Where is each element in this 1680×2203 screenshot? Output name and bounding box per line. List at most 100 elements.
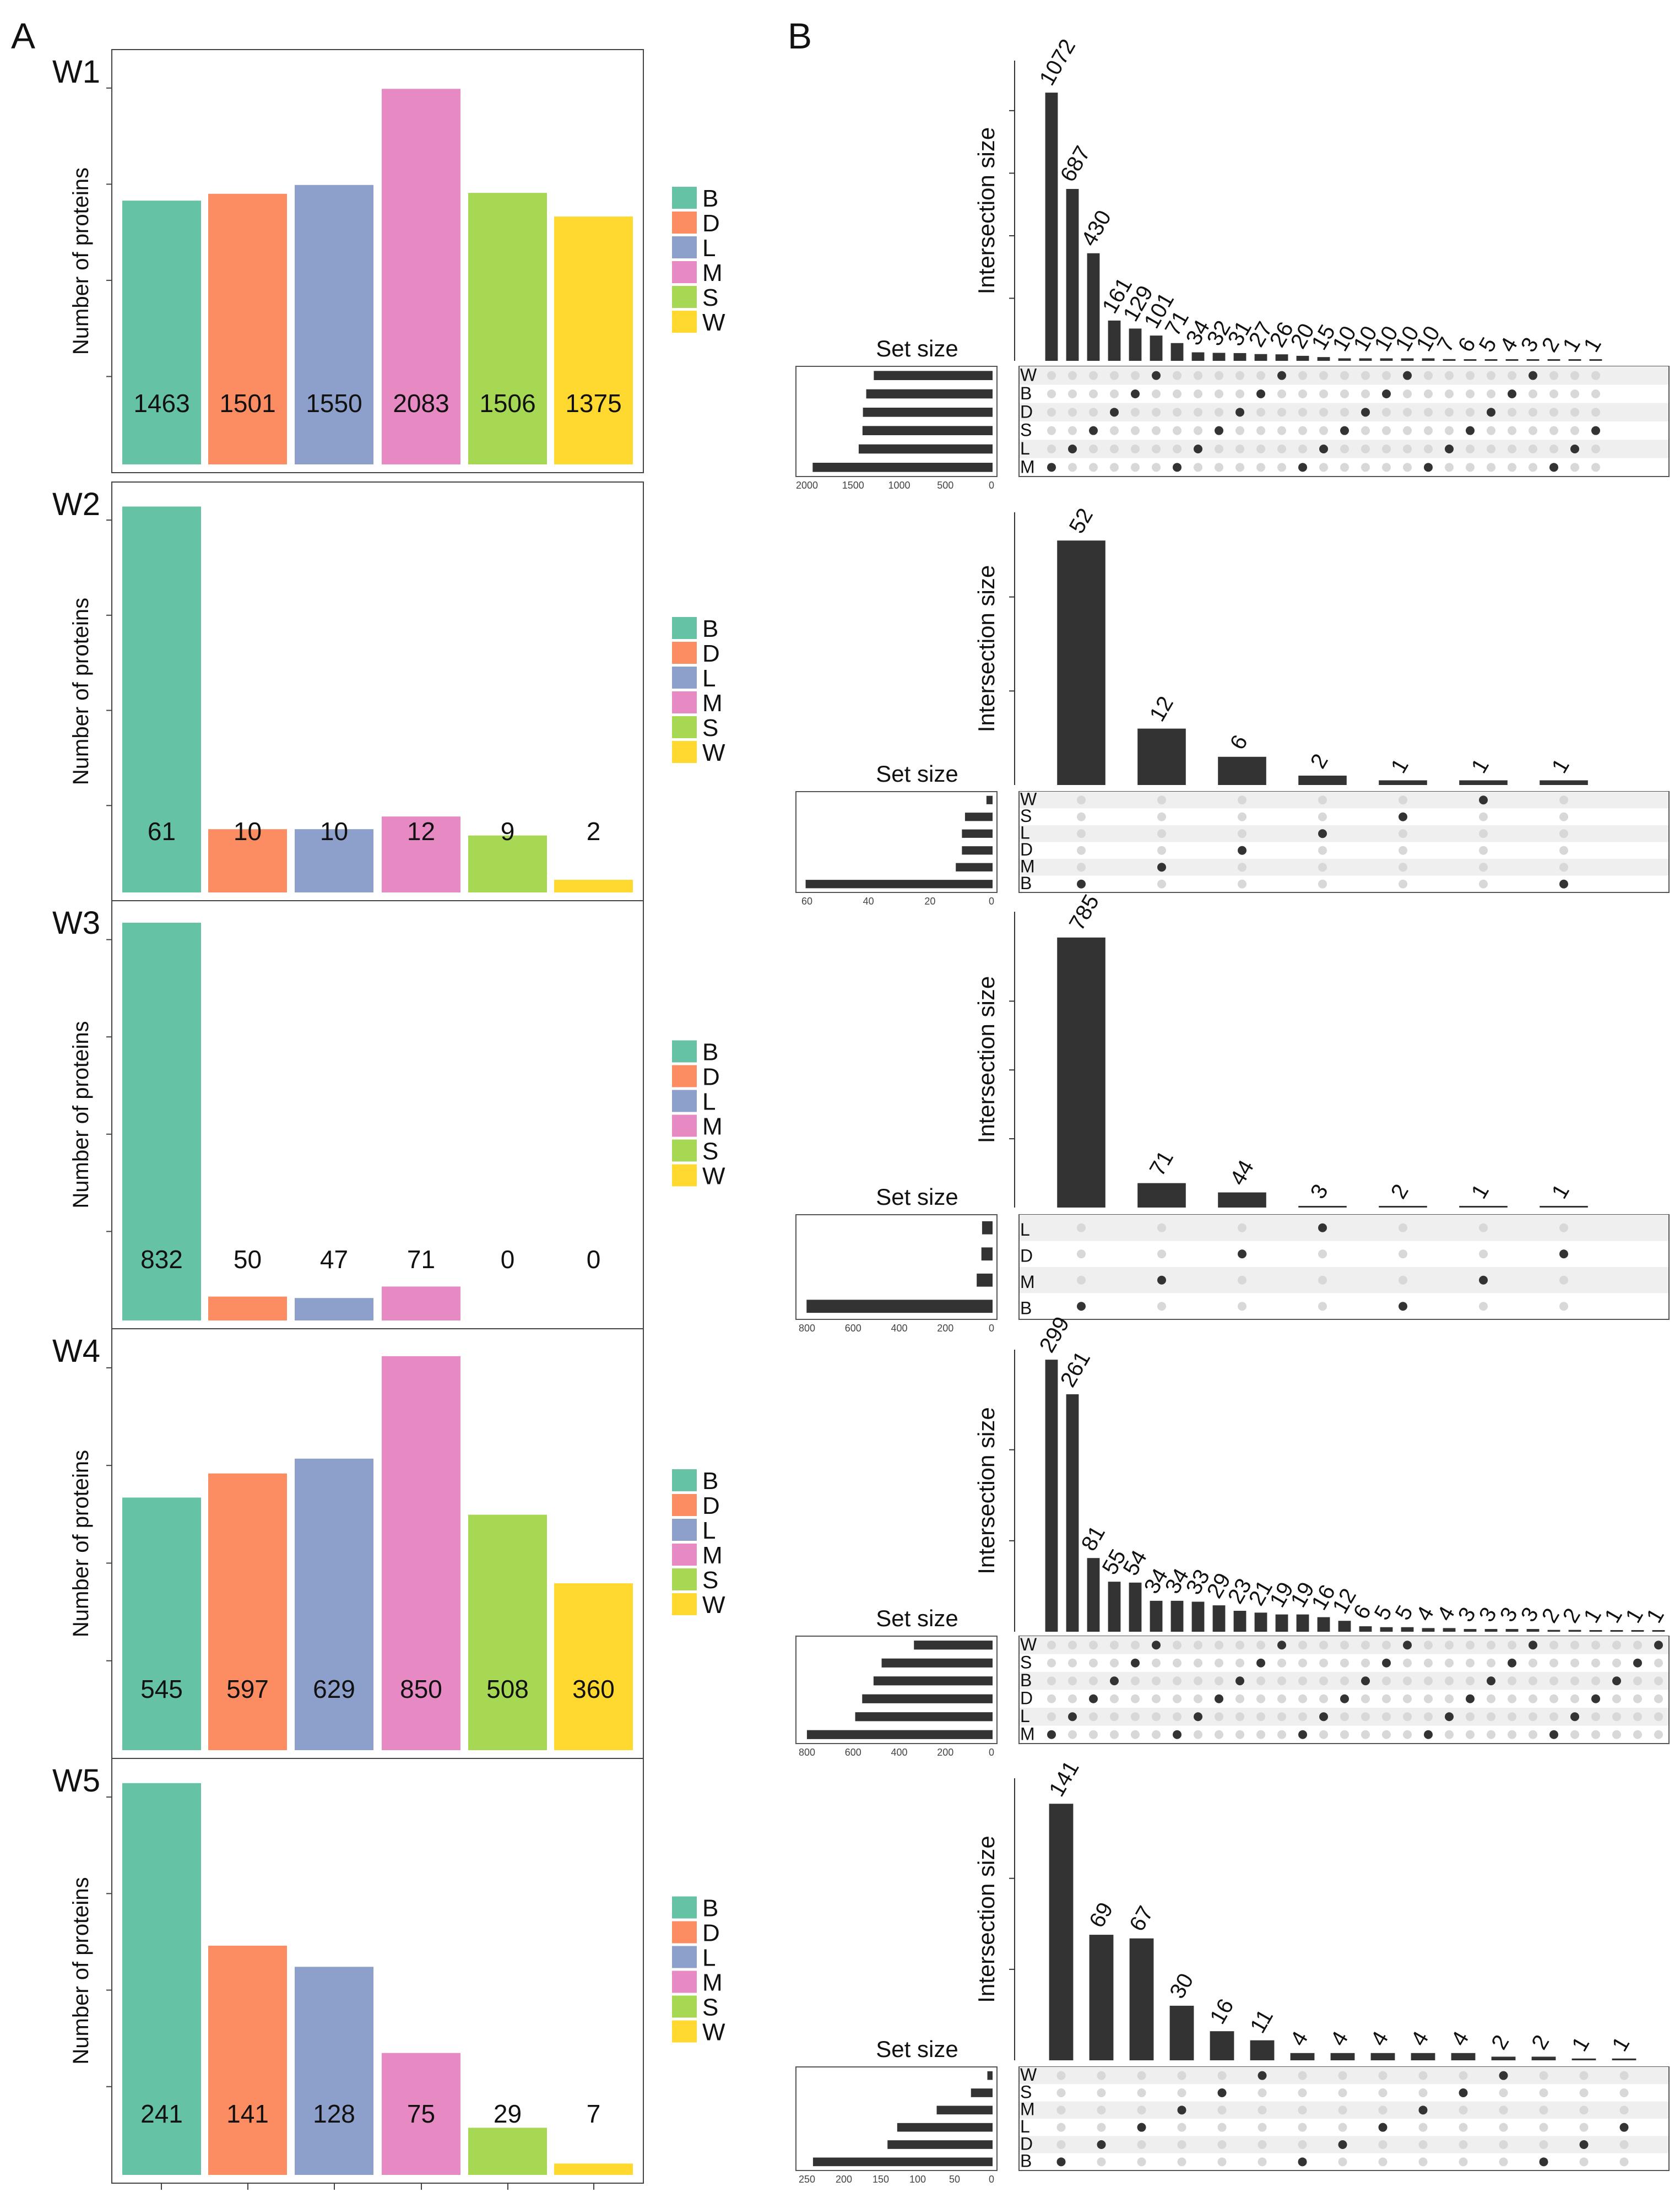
bar-value-label: 508 [486, 1675, 529, 1703]
intersection-bar [1170, 343, 1184, 361]
matrix-dot-active [1318, 1223, 1327, 1232]
matrix-dot-active [1403, 371, 1412, 380]
set-size-tick-label: 200 [937, 1747, 953, 1758]
matrix-dot-active [1487, 1676, 1495, 1686]
intersection-count-label: 687 [1056, 142, 1095, 186]
intersection-bar [1045, 93, 1058, 361]
matrix-dot-inactive [1403, 445, 1412, 453]
matrix-dot-active [1570, 445, 1579, 453]
y-axis-label: Number of proteins [69, 167, 93, 355]
intersection-count-label: 1 [1607, 2033, 1634, 2055]
matrix-dot-inactive [1340, 1676, 1349, 1686]
matrix-dot-inactive [1235, 426, 1244, 435]
legend-label: D [702, 640, 720, 667]
matrix-dot-inactive [1619, 2105, 1629, 2115]
matrix-dot-inactive [1424, 1712, 1433, 1722]
matrix-dot-inactive [1361, 445, 1370, 453]
matrix-dot-inactive [1403, 1676, 1412, 1686]
matrix-dot-inactive [1654, 1712, 1663, 1722]
intersection-bar [1370, 2053, 1395, 2060]
intersection-count-label: 30 [1165, 1969, 1198, 2003]
matrix-dot-inactive [1318, 846, 1327, 855]
matrix-dot-active [1256, 1658, 1265, 1668]
set-row-label: S [1020, 420, 1032, 440]
matrix-dot-inactive [1570, 1676, 1579, 1686]
matrix-dot-inactive [1277, 426, 1286, 435]
bar-m [382, 1356, 460, 1750]
set-size-bar [981, 1247, 993, 1261]
matrix-dot-inactive [1131, 1641, 1140, 1650]
matrix-dot-inactive [1215, 389, 1223, 398]
legend-label: B [702, 185, 718, 212]
matrix-dot-inactive [1399, 795, 1407, 805]
matrix-dot-inactive [1173, 1641, 1182, 1650]
matrix-dot-active [1382, 389, 1391, 398]
intersection-bar [1338, 358, 1351, 361]
legend-swatch-d [672, 1494, 697, 1516]
legend-label: D [702, 1492, 720, 1519]
intersection-count-label: 2 [1487, 2031, 1514, 2054]
intersection-bar [1317, 1617, 1330, 1632]
matrix-dot-inactive [1445, 389, 1454, 398]
y-axis-label: Number of proteins [69, 1021, 93, 1208]
matrix-dot-inactive [1424, 389, 1433, 398]
matrix-dot-inactive [1277, 1676, 1286, 1686]
matrix-dot-inactive [1445, 1694, 1454, 1703]
legend-label: M [702, 690, 723, 717]
matrix-dot-inactive [1579, 2071, 1589, 2080]
legend-label: B [702, 615, 718, 642]
matrix-dot-inactive [1403, 1730, 1412, 1739]
matrix-dot-inactive [1277, 1712, 1286, 1722]
matrix-dot-inactive [1298, 1712, 1307, 1722]
matrix-dot-inactive [1047, 445, 1056, 453]
matrix-dot-inactive [1445, 1658, 1454, 1668]
matrix-dot-inactive [1110, 445, 1119, 453]
matrix-dot-inactive [1466, 389, 1475, 398]
matrix-dot-active [1459, 2088, 1468, 2097]
matrix-dot-inactive [1177, 2088, 1186, 2097]
matrix-dot-inactive [1549, 1658, 1558, 1668]
matrix-dot-active [1157, 863, 1166, 872]
set-size-frame [795, 1636, 998, 1744]
legend-label: S [702, 1567, 718, 1594]
matrix-dot-inactive [1137, 2140, 1146, 2149]
bar-value-label: 0 [501, 1245, 515, 1274]
matrix-dot-active [1137, 2123, 1146, 2132]
legend-label: L [702, 1517, 716, 1544]
matrix-dot-inactive [1256, 1712, 1265, 1722]
set-size-bar [987, 2071, 993, 2080]
matrix-dot-inactive [1399, 846, 1407, 855]
matrix-dot-inactive [1056, 2123, 1066, 2132]
matrix-dot-inactive [1529, 426, 1537, 435]
matrix-dot-inactive [1256, 1730, 1265, 1739]
intersection-bar [1057, 540, 1105, 785]
bar-s [468, 193, 547, 464]
matrix-dot-inactive [1382, 371, 1391, 380]
intersection-count-label: 261 [1056, 1347, 1095, 1392]
matrix-dot-inactive [1570, 389, 1579, 398]
matrix-dot-inactive [1508, 408, 1516, 417]
matrix-dot-inactive [1479, 829, 1488, 838]
legend-swatch-m [672, 1971, 697, 1993]
matrix-dot-inactive [1256, 445, 1265, 453]
matrix-dot-inactive [1529, 1730, 1537, 1739]
matrix-dot-inactive [1152, 463, 1161, 472]
matrix-dot-inactive [1445, 408, 1454, 417]
set-size-bar [806, 1300, 993, 1313]
bar-value-label: 1463 [133, 389, 189, 418]
matrix-dot-active [1319, 445, 1328, 453]
matrix-dot-inactive [1097, 2071, 1106, 2080]
matrix-dot-inactive [1459, 2123, 1468, 2132]
intersection-bar [1443, 1628, 1456, 1632]
intersection-count-label: 1 [1467, 1180, 1494, 1203]
matrix-dot-inactive [1256, 408, 1265, 417]
matrix-dot-inactive [1591, 1658, 1600, 1668]
set-size-tick-label: 0 [989, 480, 994, 491]
legend-swatch-d [672, 1921, 697, 1944]
intersection-bar [1066, 1394, 1079, 1632]
matrix-dot-inactive [1570, 426, 1579, 435]
set-size-tick-label: 250 [799, 2174, 815, 2185]
matrix-dot-active [1591, 426, 1600, 435]
